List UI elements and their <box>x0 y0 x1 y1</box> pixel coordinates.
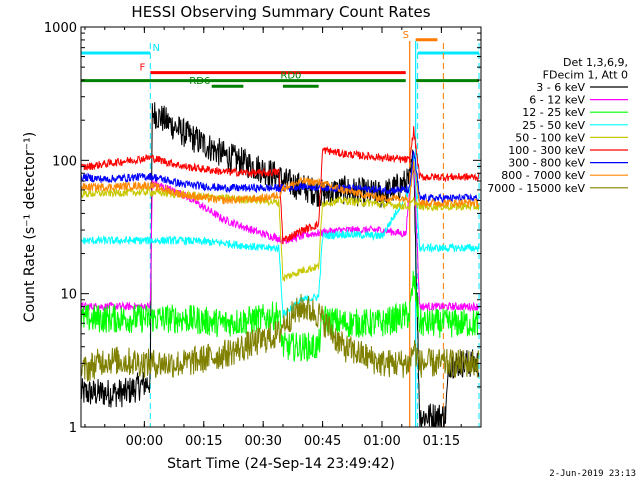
series-line <box>80 150 480 204</box>
chart-title: HESSI Observing Summary Count Rates <box>131 3 430 21</box>
series-line <box>80 293 480 382</box>
legend-entry: 7000 - 15000 keV <box>487 182 585 195</box>
legend-entry: 6 - 12 keV <box>529 94 585 107</box>
x-tick-label: 01:00 <box>363 434 400 449</box>
footer-date: 2-Jun-2019 23:13 <box>549 469 636 479</box>
series-layer <box>80 102 480 427</box>
y-axis-label: Count Rate (s⁻¹ detector⁻¹) <box>22 132 38 322</box>
series-line <box>80 102 480 427</box>
flag-label: F <box>140 63 146 74</box>
legend-entry: 100 - 300 keV <box>508 144 585 157</box>
flag-label: N <box>153 43 160 54</box>
y-axis: 1 10 100 1000 <box>44 21 481 436</box>
x-axis-label: Start Time (24-Sep-14 23:49:42) <box>167 456 395 472</box>
x-tick-label: 00:15 <box>185 434 222 449</box>
legend-entry: 800 - 7000 keV <box>501 169 585 182</box>
series-line <box>80 270 480 362</box>
series-line <box>80 126 480 245</box>
flag-f: F <box>140 63 406 75</box>
flag-s: S <box>403 30 438 42</box>
y-tick-label: 10 <box>60 288 77 303</box>
flag-rd6: RD6 <box>189 76 319 88</box>
legend-entry: 50 - 100 keV <box>515 131 585 144</box>
flag-label: RD0 <box>280 71 301 82</box>
y-tick-label: 1000 <box>44 21 77 36</box>
series-line <box>80 160 480 209</box>
y-tick-label: 100 <box>52 154 77 169</box>
legend-entry: 300 - 800 keV <box>508 157 585 170</box>
flag-n: N <box>81 43 480 55</box>
x-tick-label: 00:45 <box>304 434 341 449</box>
x-tick-label: 00:30 <box>244 434 281 449</box>
x-axis: 00:00 00:15 00:30 00:45 01:00 01:15 <box>84 27 462 449</box>
legend-entry: 3 - 6 keV <box>536 81 585 94</box>
legend-header: FDecim 1, Att 0 <box>543 69 628 82</box>
x-tick-label: 00:00 <box>126 434 163 449</box>
legend-entry: 25 - 50 keV <box>522 119 585 132</box>
attenuator-flags: N S F RD0 RD6 <box>81 30 480 88</box>
flag-label: S <box>403 30 409 41</box>
x-tick-label: 01:15 <box>423 434 460 449</box>
y-tick-label: 1 <box>69 421 77 436</box>
flag-rd0: RD0 <box>81 71 480 83</box>
series-line <box>80 186 480 282</box>
plot-frame <box>80 26 482 428</box>
legend-header: Det 1,3,6,9, <box>563 56 628 69</box>
flag-label: RD6 <box>189 76 210 87</box>
legend-entry: 12 - 25 keV <box>522 106 585 119</box>
